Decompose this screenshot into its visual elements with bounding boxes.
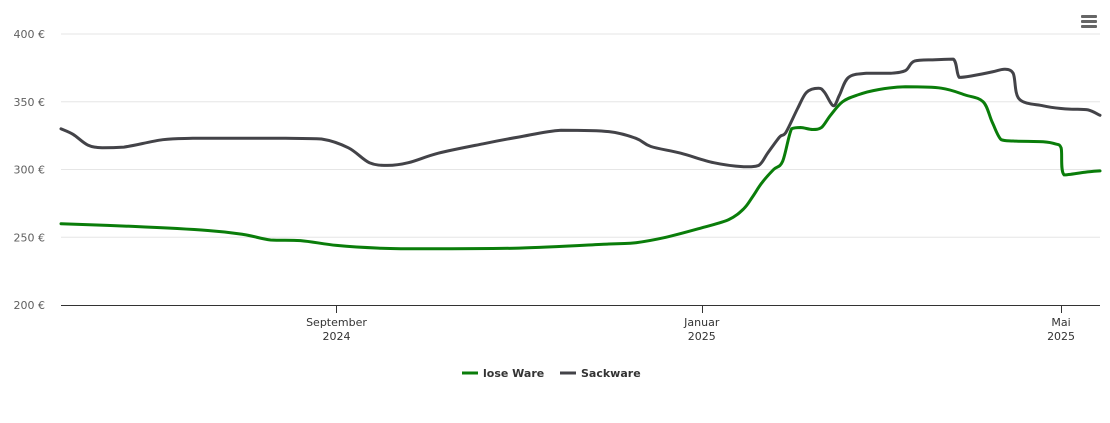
x-tick-label: September [306,316,367,329]
x-axis [61,305,1100,313]
x-tick-label-year: 2025 [1047,330,1075,343]
legend: lose Ware Sackware [462,367,641,380]
x-tick-label-year: 2024 [322,330,350,343]
y-tick-label: 200 € [14,299,46,312]
gridlines [61,33,1100,238]
series-line-lose-ware[interactable] [59,85,1102,251]
x-tick-label: Mai [1051,316,1070,329]
y-axis-labels: 400 € 350 € 300 € 250 € 200 € [14,28,46,312]
legend-label: Sackware [581,367,641,380]
x-tick-label: Januar [683,316,720,329]
x-tick-label-year: 2025 [688,330,716,343]
series-lines [59,57,1102,251]
series-line-sackware[interactable] [59,57,1102,169]
chart-menu-button[interactable] [1076,10,1102,34]
legend-item[interactable]: lose Ware [462,367,544,380]
hamburger-menu-icon [1081,15,1097,28]
legend-item[interactable]: Sackware [560,367,641,380]
y-tick-label: 300 € [14,164,46,177]
legend-label: lose Ware [483,367,544,380]
y-tick-label: 400 € [14,28,46,41]
y-tick-label: 250 € [14,231,46,244]
y-tick-label: 350 € [14,96,46,109]
